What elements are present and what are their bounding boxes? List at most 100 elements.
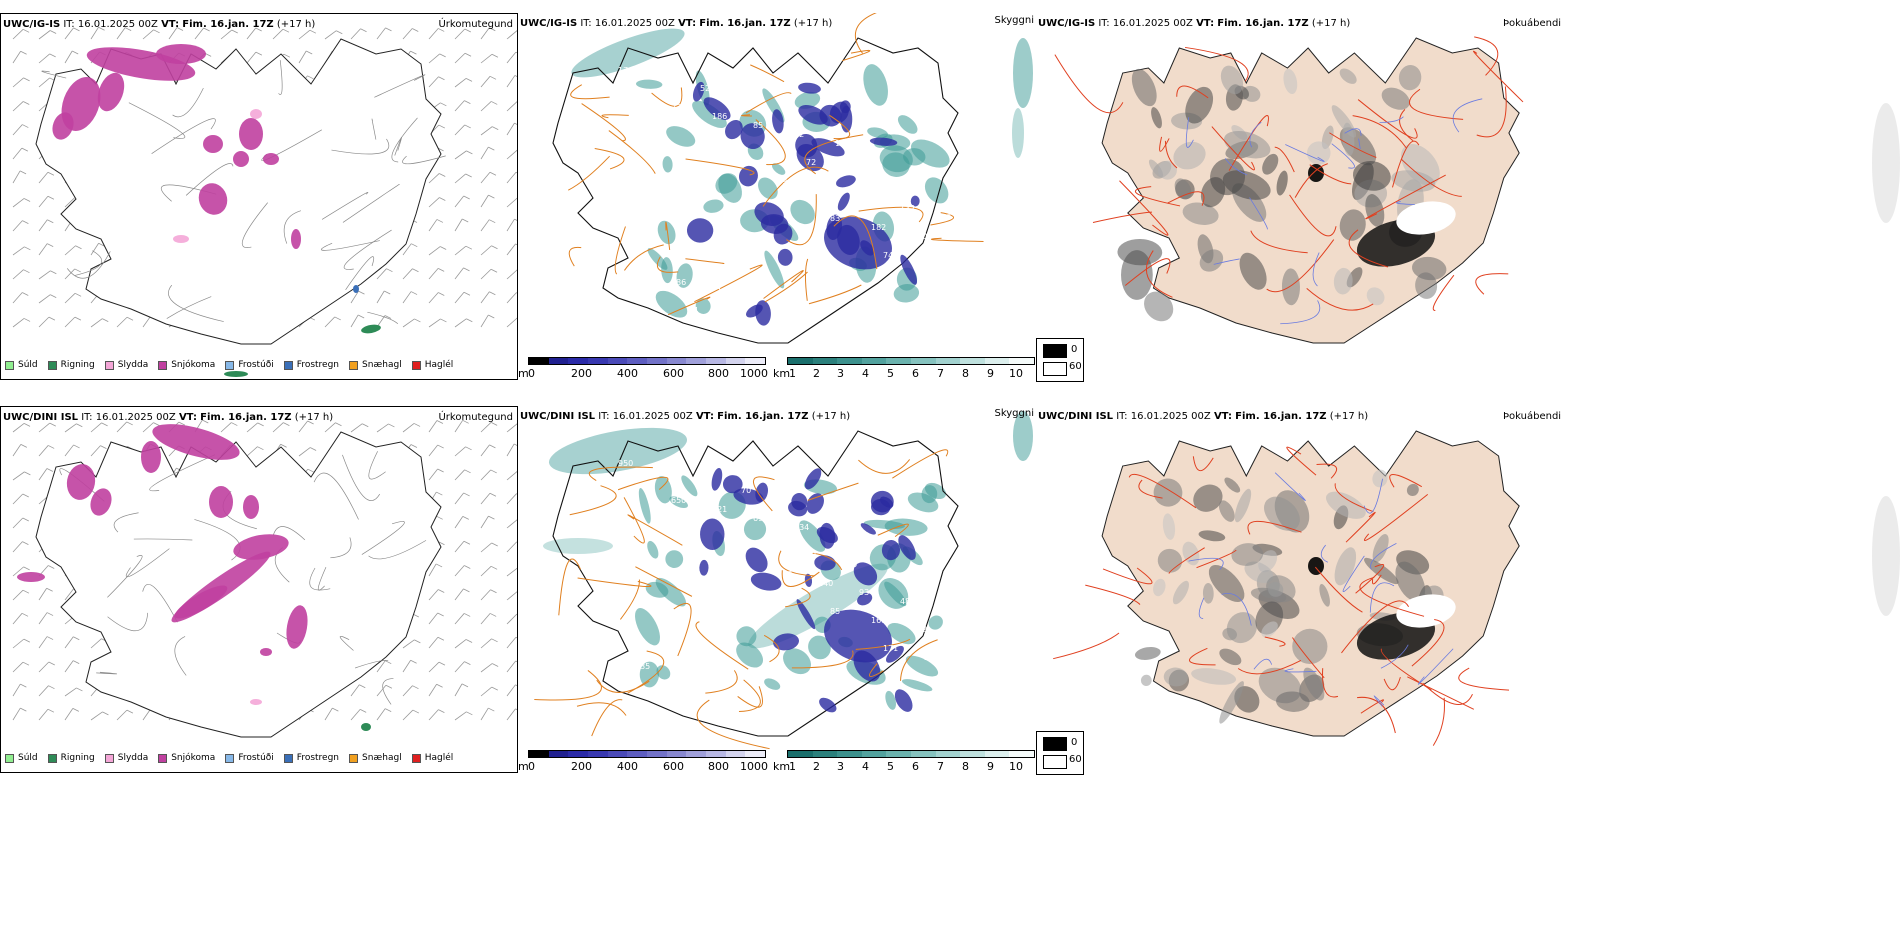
legend-label: Snjókoma: [171, 360, 216, 370]
ceiling-unit: m: [518, 760, 529, 773]
legend-swatch: [411, 360, 421, 370]
legend-item: Slydda: [104, 360, 149, 370]
visibility-tick: 5: [887, 367, 894, 380]
cloud-visibility-map-1: 17 23 98 89 83 74 101 81 186 121 83 182 362 61 52 85 72 1…: [552, 13, 1033, 344]
fog-map-1: [1054, 36, 1900, 344]
ceiling-value: 83: [818, 186, 828, 195]
visibility-tick: 9: [987, 367, 994, 380]
vt-value: Fim. 16.jan. 17Z: [1235, 411, 1327, 422]
ceiling-value: 118: [777, 570, 792, 579]
ceiling-value: 48: [900, 597, 910, 606]
vt-value: Fim. 16.jan. 17Z: [182, 19, 274, 30]
legend-swatch: [47, 753, 57, 763]
ceiling-value: 130: [912, 232, 927, 241]
legend-item: Frostregn: [283, 753, 339, 763]
ceiling-value: 74: [883, 251, 893, 260]
ceiling-value: 132: [900, 204, 915, 213]
visibility-tick: 4: [862, 367, 869, 380]
rivers: [1185, 98, 1483, 325]
ceiling-value: 171: [883, 644, 898, 653]
ceiling-value: 57: [729, 315, 739, 324]
legend-item: Rigning: [47, 753, 95, 763]
ceiling-tick: 200: [571, 760, 592, 773]
precip-type-panel-2: UWC/DINI ISL IT: 16.01.2025 00Z VT: Fim.…: [0, 406, 518, 773]
vt-value: Fim. 16.jan. 17Z: [699, 18, 791, 29]
ceiling-value: 72: [806, 158, 816, 167]
legend-swatch: [283, 360, 293, 370]
ceiling-value: 82: [623, 634, 633, 643]
ceiling-value: 174: [635, 269, 650, 278]
ceiling-value: 12: [623, 241, 633, 250]
visibility-tick: 3: [837, 760, 844, 773]
fog-title: Þokuábendi: [1503, 18, 1562, 29]
ceiling-value: 92: [782, 102, 792, 111]
legend-label: Slydda: [117, 360, 149, 370]
ceiling-value: 150: [676, 671, 691, 680]
it-label: IT:: [580, 18, 592, 29]
visibility-tick: 8: [962, 760, 969, 773]
ceiling-value: 241: [765, 542, 780, 551]
ceiling-value: 94: [700, 477, 710, 486]
legend-swatch: [411, 753, 421, 763]
legend-swatch: [283, 753, 293, 763]
it-label: IT:: [63, 19, 75, 30]
it-label: IT:: [1098, 18, 1110, 29]
ceiling-value: 23: [671, 103, 681, 112]
legend-item: Súld: [5, 360, 38, 370]
ceiling-value: 112: [912, 625, 927, 634]
vt-value: Fim. 16.jan. 17Z: [200, 412, 292, 423]
visibility-tick: 9: [987, 760, 994, 773]
fog-dark-swatch: [1043, 344, 1067, 358]
lead-time: (+17 h): [793, 18, 833, 29]
fog-dark-label: 0: [1071, 344, 1078, 355]
legend-label: Haglél: [424, 360, 454, 370]
ceiling-value: 89: [777, 177, 787, 186]
vt-label: VT:: [1213, 411, 1232, 422]
legend-swatch: [158, 360, 168, 370]
ceiling-value: 650: [671, 496, 686, 505]
legend-label: Snæhagl: [362, 360, 402, 370]
ceiling-value: 74: [688, 699, 698, 708]
visibility-tick: 7: [937, 760, 944, 773]
it-label: IT:: [81, 412, 93, 423]
model-name: UWC/IG-IS: [3, 19, 61, 30]
ceiling-value: 71: [782, 495, 792, 504]
legend-swatch: [5, 753, 14, 763]
ceiling-value: 121: [712, 505, 727, 514]
ceiling-value: 229: [924, 653, 939, 662]
ceiling-value: 52: [700, 84, 710, 93]
model-name: UWC/DINI ISL: [520, 411, 596, 422]
visibility-tick: 2: [813, 367, 820, 380]
legend-label: Haglél: [424, 753, 454, 763]
visibility-colorbar: [787, 357, 1035, 365]
snow-areas: [52, 44, 381, 377]
it-value: 16.01.2025 00Z: [612, 411, 693, 422]
ceiling-tick: 0: [528, 760, 535, 773]
legend-item: Haglél: [411, 360, 454, 370]
fog-areas: [1134, 469, 1900, 724]
ceiling-tick: 1000: [740, 367, 768, 380]
legend-swatch: [5, 360, 14, 370]
fog-light-swatch: [1043, 362, 1067, 376]
it-label: IT:: [1116, 411, 1128, 422]
legend-item: Frostúði: [225, 753, 274, 763]
fog-legend: [1036, 731, 1084, 775]
coastline: [552, 430, 959, 737]
vt-label: VT:: [1196, 18, 1215, 29]
visibility-scale: km 1 2 3 4 5 6 7 8 9 10: [773, 357, 1035, 381]
ceiling-labels: 950 650 586 118 85 171 66 82 121 241 140 168 229 106 9…: [618, 459, 946, 717]
roads: [1053, 446, 1510, 746]
legend-label: Slydda: [117, 753, 149, 763]
ceiling-scale: m 0 200 400 600 800 1000: [518, 750, 768, 774]
fog-panel-2: UWC/DINI ISL IT: 16.01.2025 00Z VT: Fim.…: [1036, 406, 1900, 773]
roads: [41, 60, 446, 325]
ceiling-value: 105: [717, 287, 732, 296]
ceiling-labels: 17 23 98 89 83 74 101 81 186 121 83 182 362 61 52 85 72 1…: [618, 66, 951, 324]
ceiling-unit: m: [518, 367, 529, 380]
ceiling-value: 70: [741, 486, 751, 495]
visibility-tick: 1: [789, 760, 796, 773]
cloud-title: Skyggni: [994, 408, 1034, 419]
ceiling-value: 85: [830, 607, 840, 616]
ceiling-value: 81: [659, 75, 669, 84]
precip-title: Úrkomutegund: [438, 19, 513, 30]
